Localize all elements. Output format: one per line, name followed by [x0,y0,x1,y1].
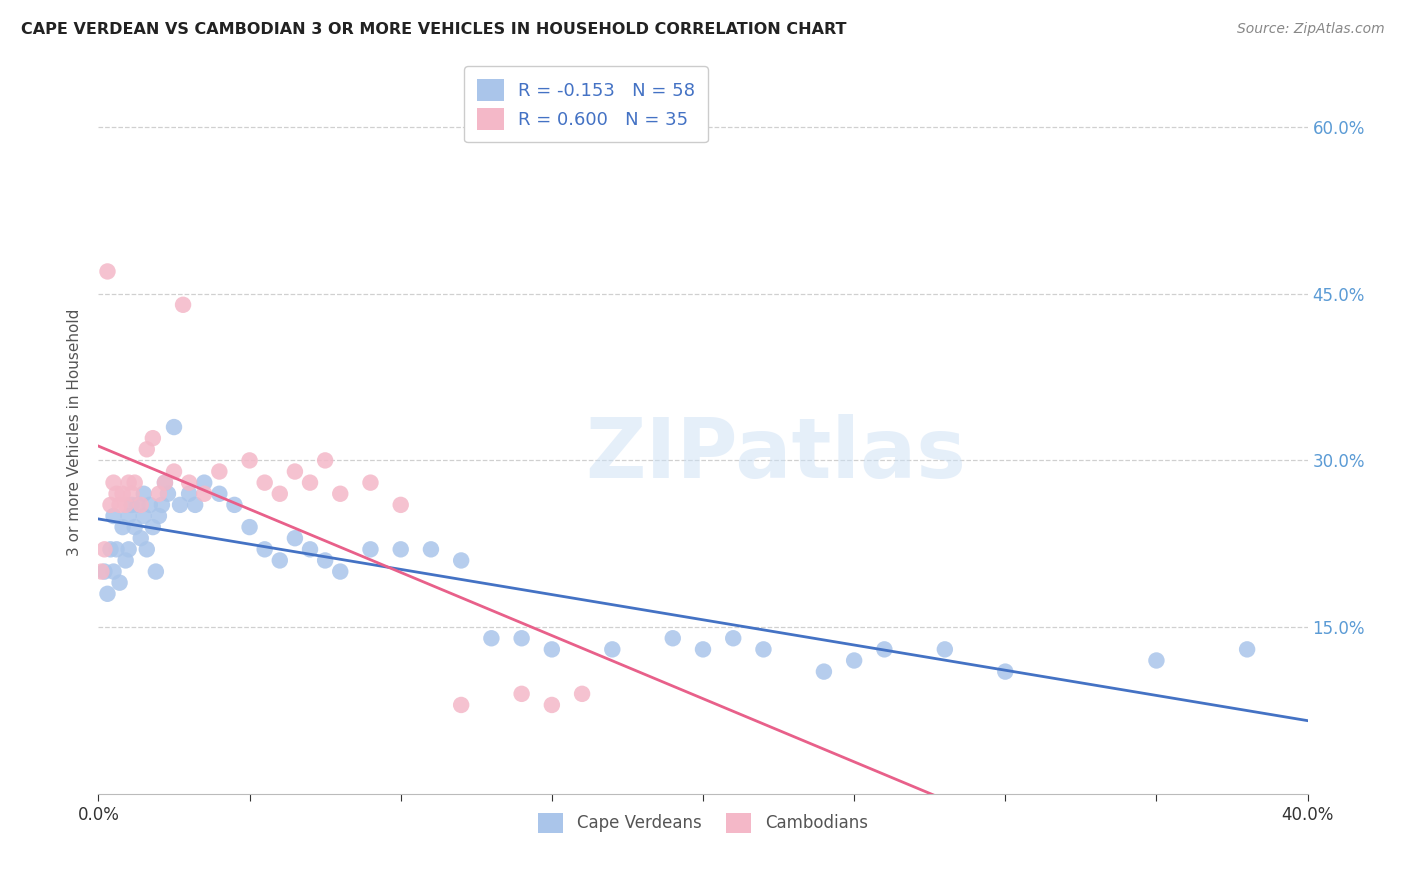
Point [114,553,136,567]
Point [510,632,533,646]
Point [129,498,152,512]
Point [299,542,322,557]
Point [208,465,231,479]
Point [934,642,956,657]
Point [844,653,866,667]
Text: CAPE VERDEAN VS CAMBODIAN 3 OR MORE VEHICLES IN HOUSEHOLD CORRELATION CHART: CAPE VERDEAN VS CAMBODIAN 3 OR MORE VEHI… [21,22,846,37]
Point [150,498,173,512]
Point [100,542,122,557]
Point [163,420,186,434]
Point [994,665,1017,679]
Point [193,475,215,490]
Point [239,453,262,467]
Point [284,531,307,545]
Point [420,542,443,557]
Point [360,542,382,557]
Point [142,520,165,534]
Point [96,264,118,278]
Point [124,475,146,490]
Point [118,542,141,557]
Point [145,565,167,579]
Point [813,665,835,679]
Point [103,475,125,490]
Point [360,475,382,490]
Point [269,553,291,567]
Point [602,642,624,657]
Point [1146,653,1168,667]
Point [314,453,336,467]
Point [93,542,115,557]
Text: Source: ZipAtlas.com: Source: ZipAtlas.com [1237,22,1385,37]
Text: ZIPatlas: ZIPatlas [585,414,966,495]
Point [127,498,149,512]
Point [142,431,165,445]
Point [1236,642,1258,657]
Point [253,475,276,490]
Point [450,553,472,567]
Point [284,465,307,479]
Point [148,508,170,523]
Point [103,565,125,579]
Point [172,298,194,312]
Point [224,498,246,512]
Point [169,498,191,512]
Point [179,487,201,501]
Point [723,632,745,646]
Point [661,632,683,646]
Point [139,498,162,512]
Point [540,698,562,712]
Point [105,542,128,557]
Point [329,487,352,501]
Point [114,498,136,512]
Y-axis label: 3 or more Vehicles in Household: 3 or more Vehicles in Household [67,309,83,557]
Point [103,508,125,523]
Point [148,487,170,501]
Point [100,498,122,512]
Point [124,520,146,534]
Point [510,687,533,701]
Point [121,487,143,501]
Point [108,575,131,590]
Point [163,465,186,479]
Point [253,542,276,557]
Point [389,498,412,512]
Point [873,642,896,657]
Point [118,475,141,490]
Point [153,475,176,490]
Point [118,508,141,523]
Point [692,642,714,657]
Point [90,565,112,579]
Point [269,487,291,501]
Point [481,632,503,646]
Point [239,520,262,534]
Point [135,442,157,457]
Point [193,487,215,501]
Point [314,553,336,567]
Point [96,587,118,601]
Point [129,531,152,545]
Point [108,498,131,512]
Legend: Cape Verdeans, Cambodians: Cape Verdeans, Cambodians [531,806,875,839]
Point [299,475,322,490]
Point [752,642,775,657]
Point [389,542,412,557]
Point [329,565,352,579]
Point [184,498,207,512]
Point [179,475,201,490]
Point [93,565,115,579]
Point [571,687,593,701]
Point [153,475,176,490]
Point [450,698,472,712]
Point [208,487,231,501]
Point [111,487,134,501]
Point [121,498,143,512]
Point [132,508,155,523]
Point [156,487,179,501]
Point [111,520,134,534]
Point [135,542,157,557]
Point [105,487,128,501]
Point [540,642,562,657]
Point [132,487,155,501]
